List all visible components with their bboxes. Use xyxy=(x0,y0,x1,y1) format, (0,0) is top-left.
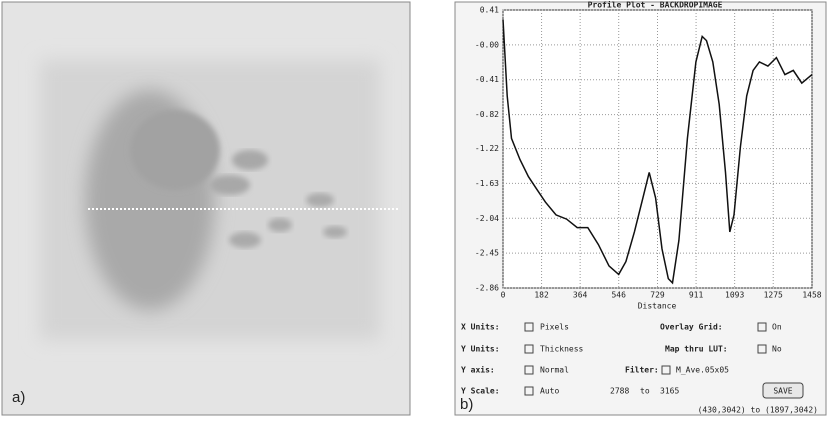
range-to-word: to xyxy=(640,387,650,396)
coordinates: (430,3042) to (1897,3042) xyxy=(698,406,818,415)
control-label: Filter: xyxy=(625,365,659,375)
chart-title: Profile Plot - BACKDROPIMAGE xyxy=(588,0,723,10)
control-label: Y Scale: xyxy=(461,387,500,396)
range-to: 3165 xyxy=(660,387,679,396)
y-tick-label: -2.45 xyxy=(475,249,499,258)
plot: 0.41 -0.00 -0.41 -0.82 -1.22 -1.63 -2.04 -2.45 -… xyxy=(475,6,822,300)
panel-label: a) xyxy=(12,389,25,406)
y-tick-label: -0.41 xyxy=(475,75,499,84)
panel-label: b) xyxy=(460,396,473,413)
control-label: X Units: xyxy=(461,322,500,332)
screenshot: a) 0.41 -0.00 -0.41 -0.82 -1.22 -1.63 -2.04 -2.… xyxy=(0,0,828,417)
x-tick-label: 1093 xyxy=(725,291,744,300)
control-label: Y axis: xyxy=(461,365,495,375)
x-tick-label: 1275 xyxy=(764,291,783,300)
x-tick-label: 364 xyxy=(573,291,588,300)
control-value: Thickness xyxy=(540,345,584,354)
control-value: On xyxy=(772,323,782,332)
y-tick-label: -0.82 xyxy=(475,110,499,119)
image xyxy=(40,60,400,340)
x-axis-label: Distance xyxy=(638,302,677,311)
control-value: Normal xyxy=(540,366,569,375)
x-tick-label: 911 xyxy=(689,291,704,300)
control-value: M_Ave.05x05 xyxy=(676,366,729,375)
y-tick-label: -1.22 xyxy=(475,144,499,153)
y-tick-label: -2.04 xyxy=(475,214,499,223)
y-tick-label: 0.41 xyxy=(480,6,499,15)
x-tick-label: 1458 xyxy=(802,291,821,300)
button-label: SAVE xyxy=(773,387,792,396)
x-tick-label: 0 xyxy=(501,291,506,300)
y-tick-label: -0.00 xyxy=(475,40,499,49)
control-label: Map thru LUT: xyxy=(665,345,728,354)
x-tick-label: 182 xyxy=(534,291,549,300)
control-label: Y Units: xyxy=(461,344,500,354)
x-tick-label: 546 xyxy=(611,291,626,300)
control-value: Auto xyxy=(540,387,559,396)
control-value: No xyxy=(772,345,782,354)
range-from: 2788 xyxy=(610,387,629,396)
x-tick-label: 729 xyxy=(650,291,665,300)
control-value: Pixels xyxy=(540,323,569,332)
y-tick-label: -2.86 xyxy=(475,284,499,293)
control-label: Overlay Grid: xyxy=(660,322,723,332)
y-tick-label: -1.63 xyxy=(475,179,499,188)
